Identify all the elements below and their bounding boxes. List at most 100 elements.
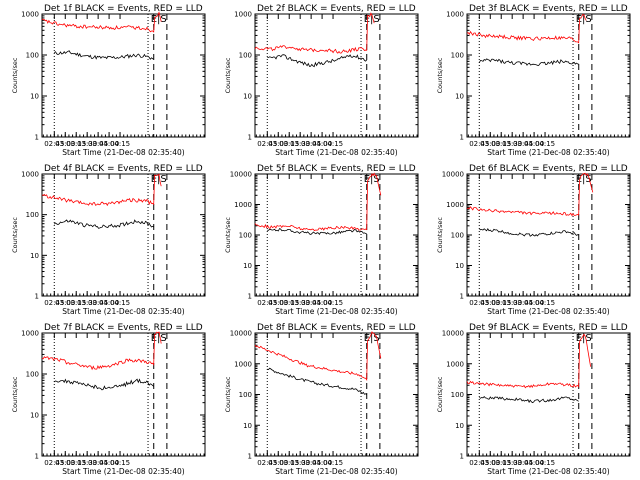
x-axis-label: Start Time (21-Dec-08 02:35:40): [62, 148, 184, 157]
y-axis-label: Counts/sec: [11, 57, 19, 93]
y-tick-label: 10000: [442, 171, 464, 179]
x-tick-label: 03:15: [279, 299, 299, 307]
y-axis-label: Counts/sec: [436, 57, 444, 93]
x-tick-label: 03:00: [55, 299, 75, 307]
event-label: E|S: [576, 14, 592, 25]
panel-9: Det 9f BLACK = Events, RED = LLD 1 10 100 10…: [436, 323, 631, 476]
series-lld-line: [41, 173, 162, 207]
x-tick-label: 03:30: [502, 140, 522, 148]
x-tick-label: 04:15: [535, 299, 555, 307]
plot-frame: [466, 13, 631, 138]
y-axis-label: Counts/sec: [11, 217, 19, 253]
x-tick-label: 03:45: [301, 299, 321, 307]
y-tick-label: 100: [239, 232, 252, 240]
y-tick-label: 1000: [234, 201, 252, 209]
x-tick-label: 03:30: [290, 459, 310, 467]
plot-frame: [254, 13, 419, 138]
y-tick-label: 1: [248, 134, 252, 142]
series-events-line: [267, 228, 367, 235]
x-tick-label: 02:45: [469, 459, 489, 467]
x-tick-label: 03:15: [279, 459, 299, 467]
y-tick-label: 100: [451, 52, 464, 60]
x-tick-label: 03:30: [77, 459, 97, 467]
x-tick-label: 02:45: [44, 299, 64, 307]
plot-frame: [254, 332, 419, 457]
x-tick-label: 04:00: [524, 459, 544, 467]
y-axis-label: Counts/sec: [224, 217, 232, 253]
y-tick-label: 100: [451, 391, 464, 399]
panel-title: Det 3f BLACK = Events, RED = LLD: [469, 4, 628, 14]
x-tick-label: 04:00: [312, 459, 332, 467]
x-tick-label: 02:45: [257, 140, 277, 148]
y-tick-label: 10: [30, 93, 39, 101]
panel-title: Det 4f BLACK = Events, RED = LLD: [44, 164, 203, 174]
y-tick-label: 1000: [21, 171, 39, 179]
x-tick-label: 04:00: [99, 299, 119, 307]
panel-8: Det 8f BLACK = Events, RED = LLD 1 10 100 10…: [224, 323, 419, 476]
y-tick-label: 10000: [442, 330, 464, 338]
series-events-line: [267, 367, 367, 395]
y-tick-label: 10: [243, 422, 252, 430]
y-tick-label: 1000: [446, 360, 464, 368]
series-lld-line: [254, 172, 382, 232]
series-lld-line: [466, 172, 594, 217]
event-label: E|S: [151, 14, 167, 25]
x-tick-label: 04:15: [110, 299, 130, 307]
series-events-line: [54, 378, 154, 391]
x-axis-label: Start Time (21-Dec-08 02:35:40): [275, 467, 397, 476]
x-tick-label: 03:00: [480, 459, 500, 467]
y-tick-label: 100: [26, 52, 39, 60]
event-label: E|S: [364, 333, 380, 344]
x-tick-label: 03:00: [480, 140, 500, 148]
x-tick-label: 03:45: [513, 140, 533, 148]
series-lld-line: [254, 331, 382, 382]
y-tick-label: 10: [243, 93, 252, 101]
x-tick-label: 04:00: [524, 140, 544, 148]
x-tick-label: 03:30: [502, 459, 522, 467]
x-axis-label: Start Time (21-Dec-08 02:35:40): [487, 148, 609, 157]
plot-frame: [41, 332, 206, 457]
y-tick-label: 100: [239, 391, 252, 399]
x-tick-label: 03:45: [88, 140, 108, 148]
x-tick-label: 03:45: [301, 459, 321, 467]
x-tick-label: 04:00: [524, 299, 544, 307]
x-tick-label: 03:45: [513, 299, 533, 307]
x-tick-label: 03:00: [480, 299, 500, 307]
event-label: E|S: [576, 174, 592, 185]
x-tick-label: 04:00: [312, 140, 332, 148]
y-tick-label: 100: [239, 52, 252, 60]
series-lld-line: [254, 12, 375, 54]
y-tick-label: 1: [460, 453, 464, 461]
series-events-line: [479, 228, 579, 237]
y-tick-label: 100: [26, 371, 39, 379]
x-tick-label: 03:30: [290, 299, 310, 307]
y-tick-label: 1: [248, 293, 252, 301]
y-axis-label: Counts/sec: [11, 376, 19, 412]
plot-frame: [41, 13, 206, 138]
y-tick-label: 1: [460, 293, 464, 301]
y-tick-label: 10: [455, 262, 464, 270]
x-tick-label: 03:30: [77, 299, 97, 307]
series-lld-line: [41, 331, 162, 371]
panel-2: Det 2f BLACK = Events, RED = LLD 1 10 100 10…: [224, 4, 419, 157]
y-tick-label: 1: [248, 453, 252, 461]
x-tick-label: 04:15: [323, 140, 343, 148]
x-tick-label: 03:15: [491, 140, 511, 148]
x-tick-label: 03:15: [491, 299, 511, 307]
x-tick-label: 02:45: [44, 140, 64, 148]
panel-title: Det 9f BLACK = Events, RED = LLD: [469, 323, 628, 333]
panel-5: Det 5f BLACK = Events, RED = LLD 1 10 100 10…: [224, 164, 419, 316]
x-tick-label: 03:00: [55, 140, 75, 148]
x-tick-label: 03:45: [88, 459, 108, 467]
y-axis-label: Counts/sec: [436, 376, 444, 412]
x-tick-label: 02:45: [469, 140, 489, 148]
x-tick-label: 02:45: [257, 459, 277, 467]
y-tick-label: 1: [35, 293, 39, 301]
x-tick-label: 03:15: [279, 140, 299, 148]
x-tick-label: 03:45: [301, 140, 321, 148]
x-tick-label: 02:45: [44, 459, 64, 467]
series-lld-line: [466, 13, 587, 44]
y-tick-label: 10: [455, 422, 464, 430]
x-tick-label: 04:15: [323, 299, 343, 307]
